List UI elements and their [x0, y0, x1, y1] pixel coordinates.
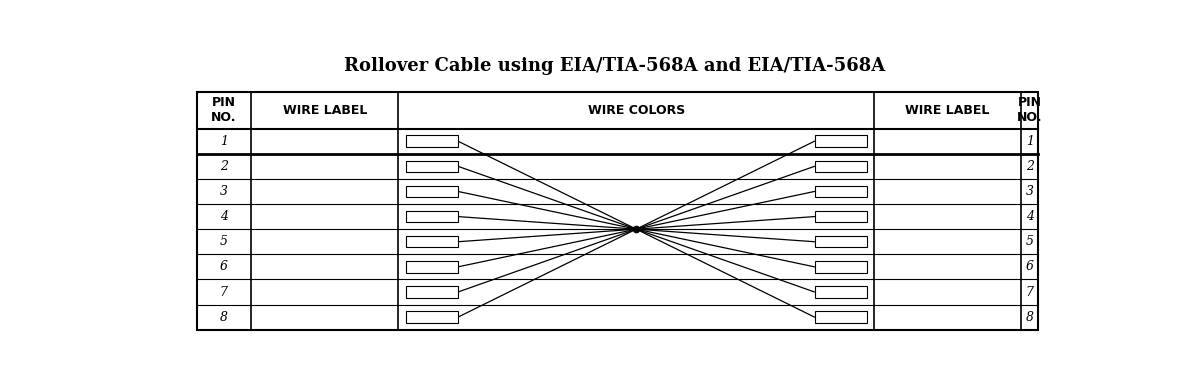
- Bar: [406, 211, 458, 222]
- Bar: [197, 92, 1038, 330]
- Bar: [815, 311, 866, 323]
- Text: PIN
NO.: PIN NO.: [211, 96, 236, 124]
- Text: 3: 3: [220, 185, 228, 198]
- Bar: [815, 135, 866, 147]
- Text: 4: 4: [1026, 210, 1033, 223]
- Bar: [406, 287, 458, 298]
- Bar: [406, 311, 458, 323]
- Text: 6: 6: [220, 261, 228, 273]
- Text: 3: 3: [1026, 185, 1033, 198]
- Text: 1: 1: [1026, 135, 1033, 148]
- Text: WIRE LABEL: WIRE LABEL: [906, 104, 990, 116]
- Text: 7: 7: [220, 285, 228, 299]
- Bar: [815, 211, 866, 222]
- Text: 7: 7: [1026, 285, 1033, 299]
- Bar: [815, 261, 866, 273]
- Text: 8: 8: [220, 311, 228, 323]
- Text: 1: 1: [220, 135, 228, 148]
- Bar: [406, 161, 458, 172]
- Bar: [815, 287, 866, 298]
- Bar: [406, 186, 458, 197]
- Text: 4: 4: [220, 210, 228, 223]
- Text: 5: 5: [220, 235, 228, 248]
- Bar: [815, 161, 866, 172]
- Text: 8: 8: [1026, 311, 1033, 323]
- Text: Rollover Cable using EIA/TIA-568A and EIA/TIA-568A: Rollover Cable using EIA/TIA-568A and EI…: [344, 57, 886, 75]
- Text: WIRE COLORS: WIRE COLORS: [588, 104, 685, 116]
- Text: WIRE LABEL: WIRE LABEL: [283, 104, 367, 116]
- Text: 2: 2: [1026, 160, 1033, 173]
- Bar: [406, 236, 458, 247]
- Bar: [815, 236, 866, 247]
- Text: PIN
NO.: PIN NO.: [1016, 96, 1043, 124]
- Bar: [406, 261, 458, 273]
- Bar: [815, 186, 866, 197]
- Text: 5: 5: [1026, 235, 1033, 248]
- Text: 6: 6: [1026, 261, 1033, 273]
- Bar: [406, 135, 458, 147]
- Text: 2: 2: [220, 160, 228, 173]
